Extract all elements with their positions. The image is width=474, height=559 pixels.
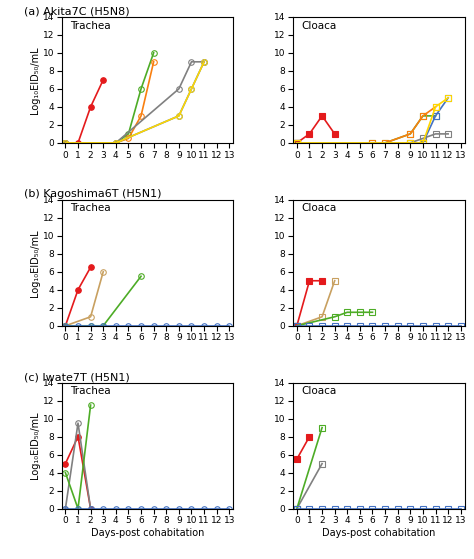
Y-axis label: Log₁₀EID₅₀/mL: Log₁₀EID₅₀/mL — [30, 46, 40, 113]
Text: (a) Akita7C (H5N8): (a) Akita7C (H5N8) — [24, 6, 129, 16]
Text: Trachea: Trachea — [70, 203, 111, 214]
Text: Trachea: Trachea — [70, 386, 111, 396]
X-axis label: Days-post cohabitation: Days-post cohabitation — [91, 528, 204, 538]
Text: (b) Kagoshima6T (H5N1): (b) Kagoshima6T (H5N1) — [24, 189, 162, 199]
X-axis label: Days-post cohabitation: Days-post cohabitation — [322, 528, 436, 538]
Text: Trachea: Trachea — [70, 21, 111, 31]
Text: Cloaca: Cloaca — [301, 21, 337, 31]
Text: Cloaca: Cloaca — [301, 203, 337, 214]
Text: (c) Iwate7T (H5N1): (c) Iwate7T (H5N1) — [24, 372, 130, 382]
Text: Cloaca: Cloaca — [301, 386, 337, 396]
Y-axis label: Log₁₀EID₅₀/mL: Log₁₀EID₅₀/mL — [30, 412, 40, 480]
Y-axis label: Log₁₀EID₅₀/mL: Log₁₀EID₅₀/mL — [30, 229, 40, 296]
